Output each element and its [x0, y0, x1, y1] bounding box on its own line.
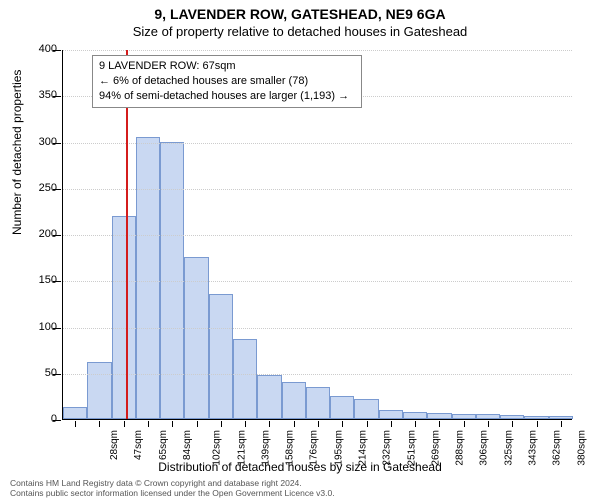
page-subtitle: Size of property relative to detached ho… — [0, 22, 600, 39]
property-size-histogram: { "title": "9, LAVENDER ROW, GATESHEAD, … — [0, 0, 600, 500]
histogram-bar — [549, 416, 573, 419]
histogram-bar — [476, 414, 500, 419]
gridline — [63, 143, 572, 144]
y-tick-label: 300 — [17, 136, 57, 148]
x-tick — [197, 421, 198, 427]
x-tick — [415, 421, 416, 427]
y-tick-label: 200 — [17, 228, 57, 240]
footer-line-1: Contains HM Land Registry data © Crown c… — [10, 478, 335, 488]
x-tick — [537, 421, 538, 427]
x-tick — [269, 421, 270, 427]
histogram-bar — [524, 416, 548, 419]
histogram-bar — [160, 142, 184, 420]
x-tick — [342, 421, 343, 427]
histogram-bar — [452, 414, 476, 419]
y-tick-label: 250 — [17, 182, 57, 194]
y-tick-label: 150 — [17, 274, 57, 286]
gridline — [63, 50, 572, 51]
histogram-bar — [500, 415, 524, 419]
x-tick-label: 65sqm — [158, 430, 169, 460]
x-tick — [391, 421, 392, 427]
histogram-bar — [330, 396, 354, 419]
x-tick — [318, 421, 319, 427]
histogram-bar — [112, 216, 136, 420]
x-tick — [439, 421, 440, 427]
annotation-line-2: ← 6% of detached houses are smaller (78) — [99, 74, 355, 89]
x-tick — [488, 421, 489, 427]
x-tick — [245, 421, 246, 427]
x-tick — [561, 421, 562, 427]
histogram-bar — [379, 410, 403, 419]
gridline — [63, 328, 572, 329]
x-tick — [124, 421, 125, 427]
histogram-bar — [354, 399, 378, 419]
footer-attribution: Contains HM Land Registry data © Crown c… — [10, 478, 335, 498]
x-axis-title: Distribution of detached houses by size … — [0, 460, 600, 474]
page-title: 9, LAVENDER ROW, GATESHEAD, NE9 6GA — [0, 0, 600, 22]
histogram-bar — [257, 375, 281, 419]
histogram-bar — [136, 137, 160, 419]
gridline — [63, 189, 572, 190]
gridline — [63, 281, 572, 282]
x-tick — [464, 421, 465, 427]
histogram-bar — [87, 362, 111, 419]
histogram-bar — [427, 413, 451, 419]
histogram-bar — [63, 407, 87, 419]
footer-line-2: Contains public sector information licen… — [10, 488, 335, 498]
gridline — [63, 235, 572, 236]
x-tick — [512, 421, 513, 427]
x-tick — [172, 421, 173, 427]
histogram-bar — [233, 339, 257, 419]
annotation-line-3: 94% of semi-detached houses are larger (… — [99, 89, 355, 104]
y-tick-label: 50 — [17, 367, 57, 379]
x-tick — [294, 421, 295, 427]
x-tick — [99, 421, 100, 427]
histogram-bar — [209, 294, 233, 419]
x-tick-label: 28sqm — [109, 430, 120, 460]
histogram-bar — [282, 382, 306, 419]
annotation-line-1: 9 LAVENDER ROW: 67sqm — [99, 59, 355, 74]
x-tick — [367, 421, 368, 427]
annotation-box: 9 LAVENDER ROW: 67sqm ← 6% of detached h… — [92, 55, 362, 108]
x-tick — [148, 421, 149, 427]
x-tick — [75, 421, 76, 427]
gridline — [63, 374, 572, 375]
y-tick-label: 400 — [17, 43, 57, 55]
histogram-bar — [403, 412, 427, 419]
y-tick-label: 100 — [17, 321, 57, 333]
x-tick — [221, 421, 222, 427]
histogram-bar — [306, 387, 330, 419]
x-tick-label: 47sqm — [133, 430, 144, 460]
y-tick-label: 0 — [17, 413, 57, 425]
y-tick-label: 350 — [17, 89, 57, 101]
x-tick-label: 84sqm — [182, 430, 193, 460]
